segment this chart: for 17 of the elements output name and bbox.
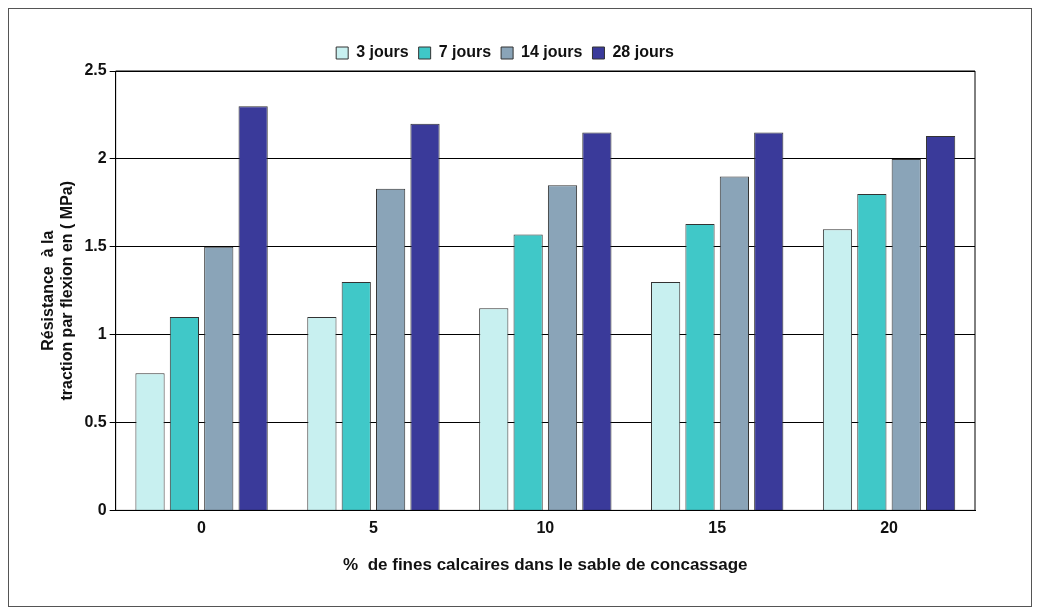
legend-label: 14 jours: [521, 43, 583, 61]
legend-label: 3 jours: [356, 43, 409, 61]
y-tick-label: 0: [97, 500, 107, 518]
x-axis-title: % de fines calcaires dans le sable de concassage: [343, 555, 748, 575]
y-axis-title: Résistance à la traction par flexion en ( MPa): [39, 180, 76, 401]
x-tick-label: 15: [708, 519, 727, 537]
legend-label: 28 jours: [612, 43, 674, 61]
y-tick-label: 0.5: [84, 412, 107, 430]
y-tick-label: 2.5: [84, 61, 107, 79]
y-tick-label: 1.5: [84, 237, 107, 255]
x-tick-label: 5: [369, 519, 378, 537]
x-tick-label: 0: [197, 519, 207, 537]
legend-label: 7 jours: [438, 43, 492, 61]
x-tick-label: 10: [536, 519, 555, 537]
x-tick-label: 20: [880, 519, 899, 537]
y-tick-label: 1: [97, 325, 107, 343]
y-tick-label: 2: [97, 149, 107, 167]
